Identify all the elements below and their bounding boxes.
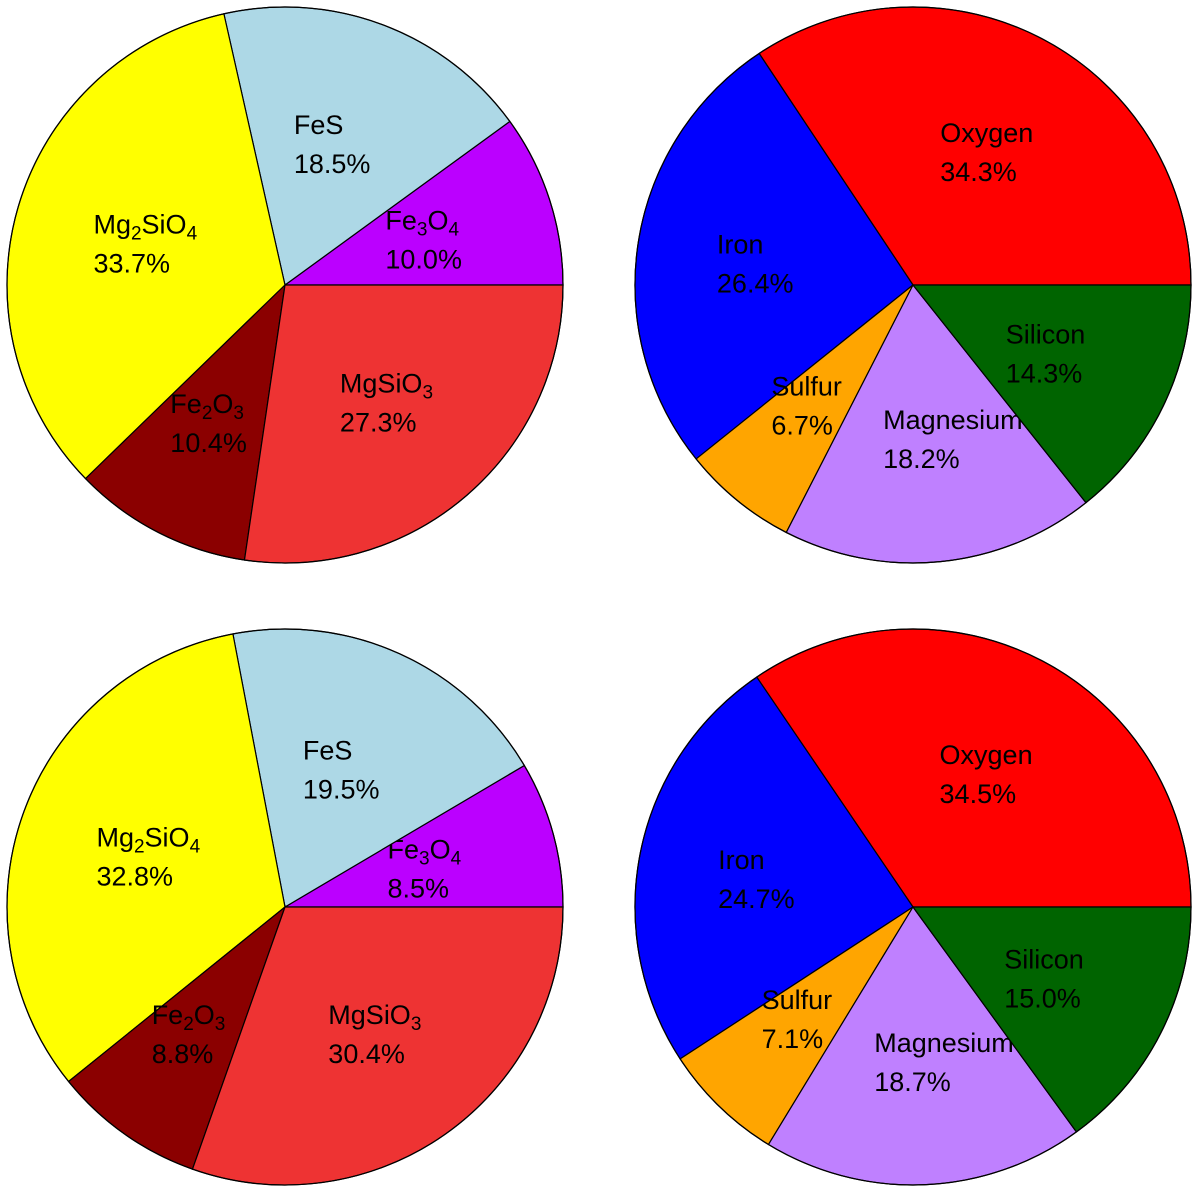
slice-percent-sulfur: 7.1% xyxy=(762,1024,824,1054)
slice-percent-magnesium: 18.2% xyxy=(883,444,960,474)
slice-label-mg2sio4: Mg2SiO4 xyxy=(96,822,200,857)
slice-percent-mgsio3: 30.4% xyxy=(328,1039,405,1069)
slice-percent-silicon: 15.0% xyxy=(1004,983,1081,1013)
slice-percent-fes: 18.5% xyxy=(294,149,371,179)
slice-label-fe3o4: Fe3O4 xyxy=(385,206,459,241)
slice-percent-fes: 19.5% xyxy=(303,775,380,805)
slice-percent-iron: 24.7% xyxy=(718,884,795,914)
slice-label-oxygen: Oxygen xyxy=(940,118,1033,148)
slice-label-sulfur: Sulfur xyxy=(762,985,833,1015)
slice-label-magnesium: Magnesium xyxy=(874,1028,1014,1058)
pie-chart-top-left: Fe3O4 10.0% FeS 18.5% Mg2SiO4 33.7% Fe2O3 10.4%… xyxy=(6,6,564,564)
pie-chart-top-right: Oxygen 34.3% Iron 26.4% Sulfur 6.7% Magnesium 1… xyxy=(634,6,1192,564)
slice-label-oxygen: Oxygen xyxy=(940,740,1033,770)
slice-label-sulfur: Sulfur xyxy=(771,372,842,402)
slice-percent-fe2o3: 8.8% xyxy=(152,1039,214,1069)
pie-outline xyxy=(6,628,564,1186)
slice-label-fe3o4: Fe3O4 xyxy=(387,835,461,870)
pie-outline xyxy=(6,6,564,564)
pie-outline xyxy=(634,6,1192,564)
slice-label-fe2o3: Fe2O3 xyxy=(152,1000,226,1035)
pie-chart-bottom-right: Oxygen 34.5% Iron 24.7% Sulfur 7.1% Magnesium 1… xyxy=(634,628,1192,1186)
slice-label-iron: Iron xyxy=(718,845,765,875)
slice-label-magnesium: Magnesium xyxy=(883,405,1023,435)
slice-percent-magnesium: 18.7% xyxy=(874,1067,951,1097)
slice-label-mgsio3: MgSiO3 xyxy=(340,369,433,404)
slice-percent-oxygen: 34.5% xyxy=(940,779,1017,809)
slice-percent-iron: 26.4% xyxy=(717,269,794,299)
slice-percent-fe2o3: 10.4% xyxy=(170,428,247,458)
slice-label-mg2sio4: Mg2SiO4 xyxy=(93,209,197,244)
pie-outline xyxy=(634,628,1192,1186)
slice-percent-silicon: 14.3% xyxy=(1006,358,1083,388)
slice-percent-mgsio3: 27.3% xyxy=(340,408,417,438)
slice-percent-mg2sio4: 32.8% xyxy=(96,861,173,891)
slice-label-fes: FeS xyxy=(303,736,353,766)
pie-chart-bottom-left: Fe3O4 8.5% FeS 19.5% Mg2SiO4 32.8% Fe2O3 8.8% Mg… xyxy=(6,628,564,1186)
slice-label-silicon: Silicon xyxy=(1006,319,1086,349)
slice-label-fes: FeS xyxy=(294,110,344,140)
slice-percent-mg2sio4: 33.7% xyxy=(93,248,170,278)
slice-percent-fe3o4: 8.5% xyxy=(387,874,449,904)
slice-percent-sulfur: 6.7% xyxy=(771,411,833,441)
slice-label-iron: Iron xyxy=(717,230,764,260)
slice-percent-fe3o4: 10.0% xyxy=(385,245,462,275)
slice-percent-oxygen: 34.3% xyxy=(940,157,1017,187)
slice-label-silicon: Silicon xyxy=(1004,944,1084,974)
slice-label-fe2o3: Fe2O3 xyxy=(170,389,244,424)
slice-label-mgsio3: MgSiO3 xyxy=(328,1000,421,1035)
